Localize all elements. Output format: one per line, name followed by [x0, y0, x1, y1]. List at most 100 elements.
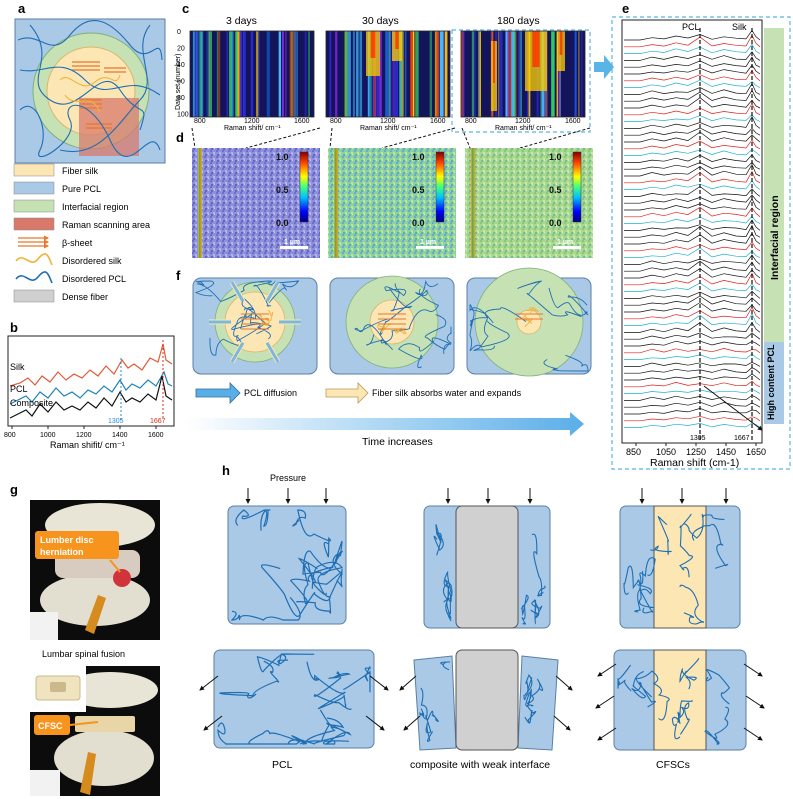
- panel-c-heatmap-frame: [460, 30, 586, 118]
- panel-a-pcl-chains: [17, 19, 163, 157]
- panel-g-callout-bottom-pointer: [69, 721, 99, 726]
- panel-e-annot-1305: 1305: [690, 435, 706, 442]
- panel-e-spectrum: [624, 180, 761, 190]
- panel-g: g Lumber disc herniation Lumbar spinal f…: [10, 482, 160, 796]
- panel-e-spectrum: [624, 422, 761, 428]
- legend-label-3: Raman scanning area: [62, 220, 150, 230]
- panel-c-heatmap-stripe: [385, 31, 389, 117]
- panel-c-heatmap-stripe: [580, 31, 583, 117]
- panel-c-heatmap-stripe: [478, 31, 481, 117]
- panel-h-pressure: Pressure: [270, 473, 306, 483]
- panel-c-heatmap-2: 180 days 800 1200 1600 Raman shift/ cm⁻¹: [460, 15, 586, 132]
- panel-c-heatmap-hot-core: [559, 31, 563, 55]
- panel-d-scalebar-label: 1 µm: [420, 239, 436, 246]
- panel-e-spectrum: [624, 321, 761, 333]
- panel-e-xticks: 850 1050 1250 1450 1650: [626, 443, 766, 457]
- panel-d-map-bg: [328, 148, 456, 258]
- panel-g-nerve-bottom: [80, 752, 96, 795]
- panel-e-header-pcl: PCL: [682, 22, 700, 32]
- panel-c-heatmap-stripe: [436, 31, 439, 117]
- panel-c-heatmap-stripe: [508, 31, 512, 117]
- panel-c-heatmap-stripe: [359, 31, 363, 117]
- panel-e-spectrum: [624, 170, 761, 184]
- panel-e-tick-label: 850: [626, 447, 641, 457]
- panel-c-heatmap-stripe: [266, 31, 270, 117]
- panel-e-spectrum: [624, 247, 761, 258]
- panel-c-heatmap-stripe: [335, 31, 338, 117]
- panel-d-map-bg: [192, 148, 320, 258]
- panel-e-spectrum: [624, 260, 761, 272]
- panel-c-heatmap-stripe: [329, 31, 332, 117]
- panel-d-scalebar: [553, 246, 581, 249]
- panel-h-cfscs-column: [595, 488, 765, 751]
- panel-c-heatmap-stripe: [194, 31, 196, 117]
- panel-e-spectrum: [624, 394, 761, 401]
- panel-h-pcl-chains: [230, 509, 344, 621]
- panel-c-xtick-label: 1200: [244, 118, 260, 125]
- panel-f-diffuse-arrow: [230, 281, 245, 302]
- legend-swatch-2: [13, 199, 55, 213]
- panel-b-pcl-spectrum: [9, 370, 173, 405]
- legend-label-0: Fiber silk: [62, 166, 99, 176]
- panel-d-map-bg: [465, 148, 593, 258]
- panel-b-composite-spectrum: [9, 375, 173, 419]
- panel-f-diagram-1: [329, 275, 455, 375]
- panel-e-spectrum: [624, 232, 761, 245]
- panel-g-callout-bottom-box: [34, 715, 70, 735]
- panel-a-beta-sheets: [72, 61, 126, 129]
- legend-swatch-0: [13, 163, 55, 177]
- panel-g-glove-top: [30, 612, 58, 640]
- panel-f-legend-silk-arrow: [325, 382, 369, 404]
- panel-g-callout-top-box: [35, 531, 119, 559]
- panel-c-heatmap-stripe: [574, 31, 577, 117]
- panel-e-spectrum: [624, 29, 761, 41]
- panel-f-silk: [516, 309, 542, 335]
- panel-e-band-pcl: [764, 342, 784, 424]
- panel-c-heatmap-stripe: [344, 31, 348, 117]
- panel-c-xtick-label: 800: [330, 118, 342, 125]
- panel-f-silk-chains: [377, 323, 407, 335]
- panel-b-silk-spectrum: [9, 343, 173, 387]
- panel-c-heatmap-stripe: [232, 31, 234, 117]
- panel-c-heatmap-stripe: [578, 31, 580, 117]
- panel-e-spectrum: [624, 64, 761, 75]
- panel-h-comp-right-deformed: [517, 655, 559, 751]
- panel-h-comp-chains-right-deformed: [523, 674, 544, 724]
- panel-h-arrow: [743, 663, 763, 677]
- panel-c-heatmap-stripe: [399, 31, 404, 117]
- panel-d-map-fiber-core: [199, 148, 201, 258]
- panel-c-xtick-label: 1200: [380, 118, 396, 125]
- panel-d-scalebar-label: 1 µm: [284, 239, 300, 246]
- panel-c-heatmap-stripe: [216, 31, 219, 117]
- panel-d-colorbar-tick: 1.0: [276, 152, 289, 162]
- panel-c-heatmap-stripe: [235, 31, 238, 117]
- panel-c-heatmap-stripe: [556, 31, 559, 117]
- panel-c-heatmap-stripe: [415, 31, 419, 117]
- panel-e-spectrum: [624, 361, 761, 367]
- legend-label-4: β-sheet: [62, 238, 93, 248]
- panel-e-header-silk: Silk: [732, 22, 747, 32]
- panel-e-spectra: [624, 29, 761, 428]
- panel-d-colorbar-tick: 1.0: [412, 152, 425, 162]
- panel-e-annot-1667: 1667: [734, 435, 750, 442]
- panel-c-xtick-label: 1200: [515, 118, 531, 125]
- panel-c-heatmap-stripe: [498, 31, 500, 117]
- panel-h-arrow: [597, 663, 617, 677]
- panel-e-spectrum: [624, 290, 761, 299]
- panel-f-label: f: [176, 268, 181, 283]
- panel-e-spectrum: [624, 102, 761, 116]
- panel-d-colorbar-tick: 0.5: [412, 185, 425, 195]
- panel-e-spectrum: [624, 367, 761, 374]
- panel-e-spectrum: [624, 139, 761, 150]
- panel-g-glove-bottom: [30, 770, 60, 796]
- panel-e-spectrum: [624, 254, 761, 265]
- panel-c-heatmap-stripe: [200, 31, 204, 117]
- panel-e-spectrum: [624, 388, 761, 394]
- panel-c-heatmap-stripe: [392, 31, 395, 117]
- panel-h-arrow: [553, 715, 571, 731]
- legend-label-7: Dense fiber: [62, 292, 108, 302]
- panel-a-raman-area: [79, 98, 139, 156]
- panel-c-ytick-label: 20: [177, 46, 185, 53]
- panel-c-heatmap-stripe: [250, 31, 254, 117]
- panel-b-annot-1305: 1305: [108, 418, 124, 425]
